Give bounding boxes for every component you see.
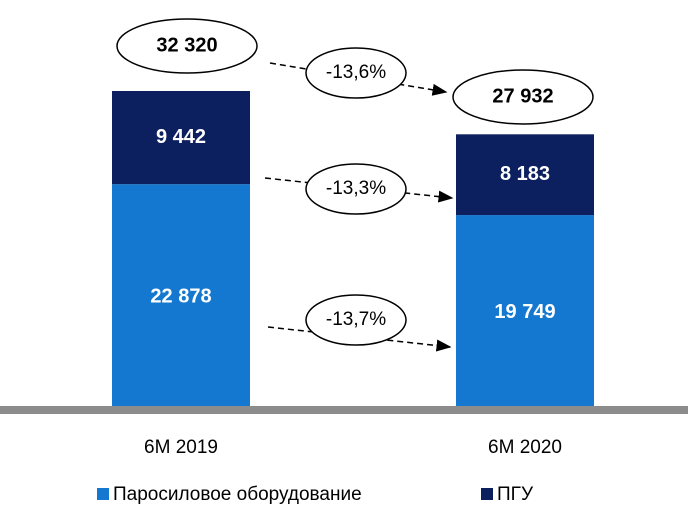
- change-bubble: [305, 47, 407, 99]
- change-label: -13,6%: [326, 62, 386, 83]
- total-bubble: [452, 69, 594, 125]
- x-tick-label: 6M 2019: [144, 437, 218, 458]
- bar-segment: [456, 134, 594, 216]
- value-label: 19 749: [494, 301, 555, 323]
- baseline: [0, 406, 688, 414]
- change-label: -13,7%: [326, 309, 386, 330]
- bar-segment: [112, 91, 250, 185]
- legend-swatch: [481, 488, 493, 500]
- total-bubble: [116, 18, 258, 74]
- value-label: 22 878: [150, 285, 211, 307]
- total-label: 27 932: [492, 85, 553, 107]
- legend-label: ПГУ: [497, 484, 534, 505]
- legend-swatch: [97, 488, 109, 500]
- x-tick-label: 6M 2020: [488, 437, 562, 458]
- change-bubble: [305, 294, 407, 346]
- value-label: 9 442: [156, 126, 206, 148]
- bar-segment: [456, 215, 594, 410]
- bar-segment: [112, 184, 250, 410]
- total-label: 32 320: [156, 34, 217, 56]
- legend-label: Паросиловое оборудование: [113, 484, 362, 505]
- change-bubble: [305, 163, 407, 215]
- value-label: 8 183: [500, 163, 550, 185]
- change-label: -13,3%: [326, 178, 386, 199]
